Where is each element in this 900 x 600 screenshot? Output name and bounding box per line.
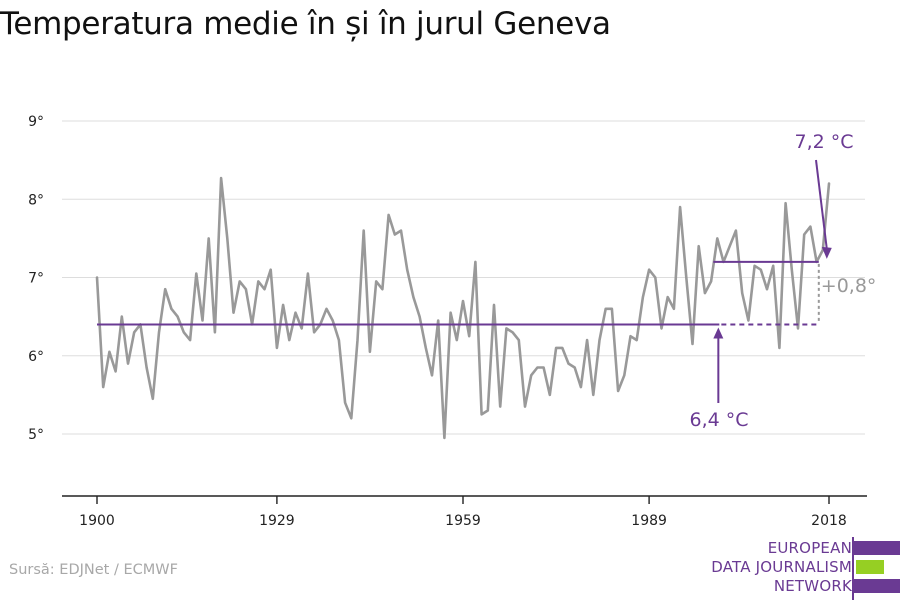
- logo-line-3: NETWORK: [773, 577, 852, 595]
- y-tick-label-5: 5°: [28, 427, 44, 443]
- logo-bar-top: [852, 541, 900, 555]
- grid-lines: [62, 120, 865, 435]
- difference-label: +0,8°: [821, 275, 877, 297]
- logo-divider: [852, 537, 854, 600]
- arrow-7-2-shaft: [815, 159, 828, 249]
- annotation-label-7-2: 7,2 °C: [794, 131, 853, 153]
- y-tick-label-9: 9°: [28, 114, 44, 130]
- logo-text: EUROPEAN DATA JOURNALISM NETWORK: [690, 539, 852, 596]
- x-tick-label-1959: 1959: [445, 513, 481, 529]
- arrow-6-4-head: [713, 327, 724, 339]
- x-tick-label-1929: 1929: [259, 513, 295, 529]
- logo-bar-middle: [856, 560, 884, 574]
- arrow-7-2-head: [821, 246, 832, 259]
- x-tick-label-1900: 1900: [79, 513, 115, 529]
- y-tick-label-6: 6°: [28, 349, 44, 365]
- logo-bar-bottom: [852, 579, 900, 593]
- logo-line-2: DATA JOURNALISM: [711, 558, 852, 576]
- x-tick-label-1989: 1989: [631, 513, 667, 529]
- y-tick-label-8: 8°: [28, 192, 44, 208]
- temperature-series-line: [95, 176, 831, 440]
- logo-line-1: EUROPEAN: [767, 539, 852, 557]
- series-lines: [95, 176, 831, 440]
- x-axis-ticks: 1900 1929 1959 1989 2018: [79, 496, 847, 529]
- annotation-label-6-4: 6,4 °C: [689, 409, 748, 431]
- y-axis-ticks: 5° 6° 7° 8° 9°: [28, 114, 44, 443]
- y-tick-label-7: 7°: [28, 271, 44, 287]
- logo-bars: [852, 541, 900, 598]
- source-note: Sursă: EDJNet / ECMWF: [9, 562, 178, 578]
- annotations: 6,4 °C 7,2 °C +0,8°: [97, 131, 876, 431]
- x-tick-label-2018: 2018: [811, 513, 847, 529]
- page-title: Temperatura medie în și în jurul Geneva: [0, 6, 611, 42]
- edjnet-logo: EUROPEAN DATA JOURNALISM NETWORK: [690, 537, 900, 600]
